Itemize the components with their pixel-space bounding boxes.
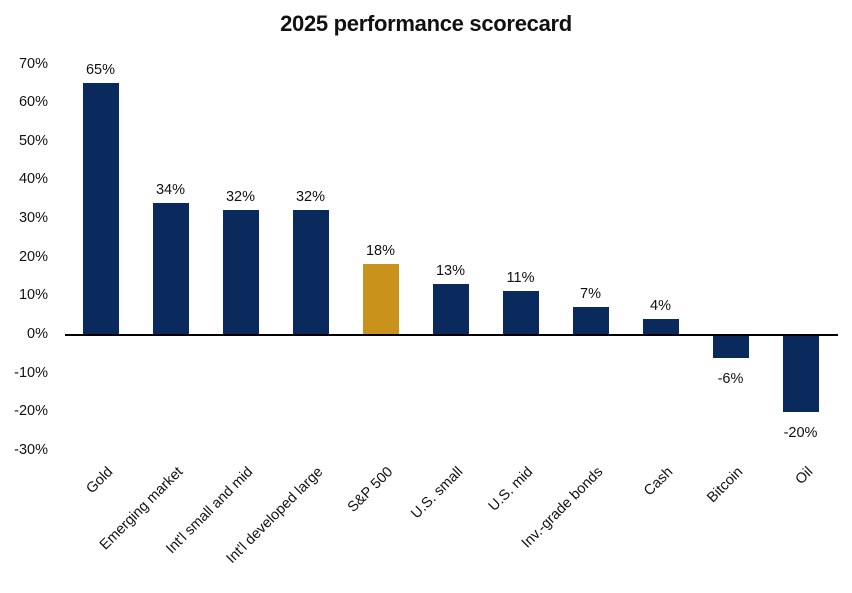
chart-title: 2025 performance scorecard bbox=[280, 11, 572, 36]
bar bbox=[782, 335, 819, 413]
y-tick-label: -10% bbox=[14, 364, 48, 381]
y-tick-label: -20% bbox=[14, 403, 48, 420]
bar bbox=[362, 264, 399, 334]
bar bbox=[82, 82, 119, 334]
bar-value-label: -20% bbox=[783, 425, 818, 442]
bar bbox=[432, 283, 469, 334]
y-tick-label: 20% bbox=[18, 248, 48, 265]
bar-value-label: 7% bbox=[580, 285, 601, 302]
y-tick-label: 40% bbox=[18, 171, 48, 188]
bar bbox=[712, 335, 749, 359]
bar bbox=[152, 202, 189, 334]
bar-value-label: -6% bbox=[717, 371, 744, 388]
bar bbox=[642, 318, 679, 334]
y-tick-label: 10% bbox=[18, 287, 48, 304]
bar-value-label: 65% bbox=[85, 61, 116, 78]
x-category-label: Gold bbox=[82, 464, 116, 497]
bar-value-label: 32% bbox=[295, 189, 326, 206]
bar-value-label: 13% bbox=[435, 262, 466, 279]
y-tick-label: 0% bbox=[27, 326, 48, 342]
y-tick-label: 70% bbox=[18, 55, 48, 72]
bar-value-label: 34% bbox=[155, 181, 186, 198]
bar bbox=[502, 291, 539, 334]
x-axis-line bbox=[65, 334, 838, 336]
y-tick-label: 30% bbox=[18, 210, 48, 227]
bar-value-label: 4% bbox=[650, 297, 671, 314]
bar bbox=[572, 306, 609, 334]
bar bbox=[222, 210, 259, 334]
y-tick-label: 50% bbox=[18, 132, 48, 149]
bar bbox=[292, 210, 329, 334]
bar-value-label: 32% bbox=[225, 189, 256, 206]
y-tick-label: 60% bbox=[18, 94, 48, 111]
y-tick-label: -30% bbox=[14, 441, 48, 458]
bar-value-label: 11% bbox=[506, 270, 535, 287]
bar-value-label: 18% bbox=[365, 243, 396, 260]
